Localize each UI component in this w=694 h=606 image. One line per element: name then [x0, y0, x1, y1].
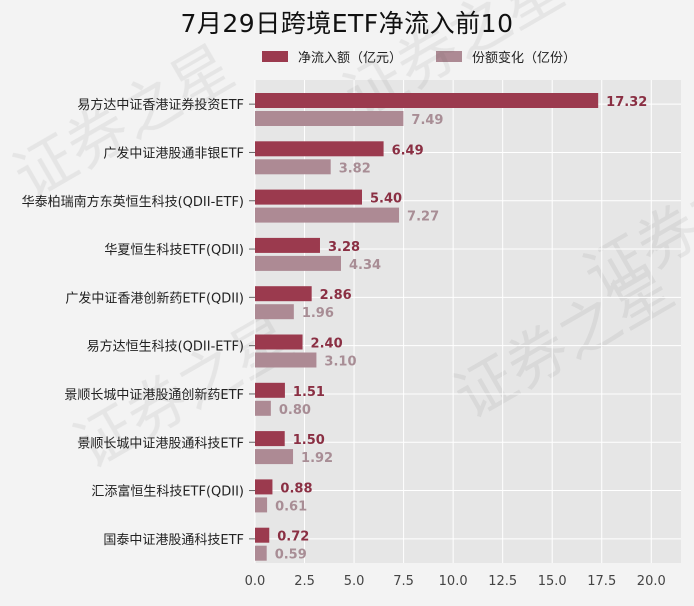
- category-label: 易方达中证香港证券投资ETF: [77, 97, 244, 113]
- bar-net-inflow: [255, 527, 270, 543]
- data-label-share-change: 0.59: [275, 548, 307, 563]
- x-tick-label: 5.0: [344, 574, 365, 589]
- data-label-net-inflow: 1.50: [293, 433, 325, 448]
- watermark-text: 证券之星: [3, 32, 246, 213]
- data-label-net-inflow: 2.86: [320, 288, 352, 303]
- legend-item-net-inflow: 净流入额（亿元）: [262, 47, 402, 66]
- data-label-share-change: 7.49: [411, 113, 443, 128]
- bar-share-change: [255, 159, 331, 175]
- bar-share-change: [255, 497, 268, 513]
- category-label: 广发中证港股通非银ETF: [103, 145, 244, 161]
- data-label-net-inflow: 17.32: [606, 95, 647, 110]
- bar-net-inflow: [255, 286, 312, 302]
- bar-net-inflow: [255, 237, 320, 253]
- category-label: 广发中证香港创新药ETF(QDII): [65, 290, 244, 306]
- category-label: 汇添富恒生科技ETF(QDII): [91, 484, 244, 500]
- data-label-share-change: 1.92: [301, 451, 333, 466]
- x-tick-label: 10.0: [439, 574, 468, 589]
- bar-share-change: [255, 352, 317, 368]
- x-tick-label: 0.0: [245, 574, 266, 589]
- data-label-share-change: 3.82: [339, 161, 371, 176]
- legend-item-share-change: 份额变化（亿份）: [436, 47, 576, 66]
- category-label: 景顺长城中证港股通科技ETF: [77, 436, 244, 451]
- bar-share-change: [255, 111, 404, 126]
- category-label: 景顺长城中证港股通创新药ETF: [64, 387, 244, 403]
- x-tick-label: 2.5: [294, 574, 315, 589]
- data-label-net-inflow: 3.28: [328, 240, 360, 255]
- bar-share-change: [255, 304, 294, 320]
- category-label: 华泰柏瑞南方东英恒生科技(QDII-ETF): [22, 194, 244, 210]
- x-tick-label: 12.5: [488, 574, 517, 589]
- bar-share-change: [255, 207, 400, 223]
- x-tick-label: 7.5: [393, 574, 414, 589]
- x-tick-label: 15.0: [538, 574, 567, 589]
- legend-label-net-inflow: 净流入额（亿元）: [298, 51, 403, 66]
- data-label-net-inflow: 0.72: [277, 530, 309, 545]
- x-tick-label: 17.5: [587, 574, 616, 589]
- legend-swatch-share-change: [436, 51, 462, 62]
- bar-share-change: [255, 449, 294, 465]
- bar-net-inflow: [255, 93, 599, 108]
- data-label-share-change: 4.34: [349, 258, 381, 273]
- chart-title: 7月29日跨境ETF净流入前10: [180, 9, 514, 38]
- category-label: 华夏恒生科技ETF(QDII): [104, 243, 244, 258]
- legend-label-share-change: 份额变化（亿份）: [472, 51, 577, 66]
- bar-share-change: [255, 545, 267, 561]
- data-label-net-inflow: 2.40: [311, 337, 343, 352]
- bar-share-change: [255, 400, 271, 416]
- data-label-net-inflow: 1.51: [293, 385, 325, 400]
- data-label-share-change: 0.61: [275, 499, 307, 514]
- data-label-share-change: 7.27: [407, 210, 439, 225]
- x-tick-label: 20.0: [637, 574, 666, 589]
- bar-net-inflow: [255, 382, 285, 398]
- data-label-net-inflow: 0.88: [280, 481, 312, 496]
- data-label-net-inflow: 5.40: [370, 192, 402, 207]
- bar-net-inflow: [255, 479, 273, 495]
- category-label: 易方达恒生科技(QDII-ETF): [87, 339, 244, 355]
- data-label-share-change: 1.96: [302, 306, 334, 321]
- bar-net-inflow: [255, 189, 362, 205]
- bar-share-change: [255, 255, 341, 271]
- data-label-share-change: 0.80: [279, 403, 311, 418]
- bar-net-inflow: [255, 141, 384, 157]
- data-label-net-inflow: 6.49: [392, 143, 424, 158]
- chart-legend: 净流入额（亿元） 份额变化（亿份）: [0, 47, 694, 67]
- category-label: 国泰中证港股通科技ETF: [103, 533, 244, 548]
- bar-net-inflow: [255, 431, 285, 447]
- bar-net-inflow: [255, 334, 303, 350]
- data-label-share-change: 3.10: [324, 355, 356, 370]
- legend-swatch-net-inflow: [262, 51, 288, 62]
